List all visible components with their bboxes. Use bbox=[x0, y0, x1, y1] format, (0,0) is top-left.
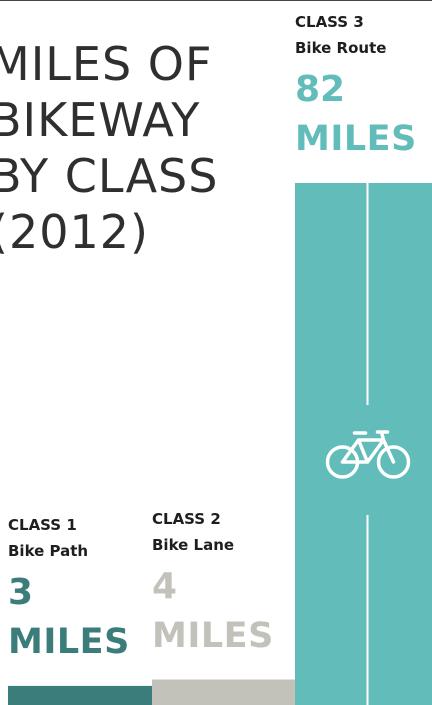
bike-wheel bbox=[376, 445, 411, 479]
value-label: 3 bbox=[8, 571, 34, 613]
unit-label: MILES bbox=[8, 621, 130, 662]
category-description: Bike Path bbox=[8, 541, 89, 560]
category-description: Bike Route bbox=[295, 39, 387, 57]
unit-label: MILES bbox=[295, 119, 417, 159]
unit-label: MILES bbox=[152, 615, 274, 656]
bar-label-group: CLASS 2 Bike Lane 4 MILES bbox=[152, 506, 296, 660]
category-label: CLASS 3 bbox=[295, 13, 364, 31]
value-label: 82 bbox=[295, 69, 346, 110]
bar-label-group: CLASS 1 Bike Path 3 MILES bbox=[8, 512, 152, 666]
bar bbox=[152, 679, 295, 705]
category-description: Bike Lane bbox=[152, 535, 235, 554]
bar-label-group: CLASS 3 Bike Route 82 MILES bbox=[295, 9, 432, 163]
bike-icon bbox=[325, 430, 411, 479]
bar bbox=[8, 685, 152, 705]
category-label: CLASS 2 bbox=[152, 509, 221, 528]
bike-frame bbox=[340, 430, 396, 464]
value-label: 4 bbox=[152, 565, 178, 607]
category-label: CLASS 1 bbox=[8, 515, 77, 534]
bar bbox=[295, 183, 432, 705]
chart-title: MILES OF BIKEWAY BY CLASS (2012) bbox=[0, 37, 219, 259]
